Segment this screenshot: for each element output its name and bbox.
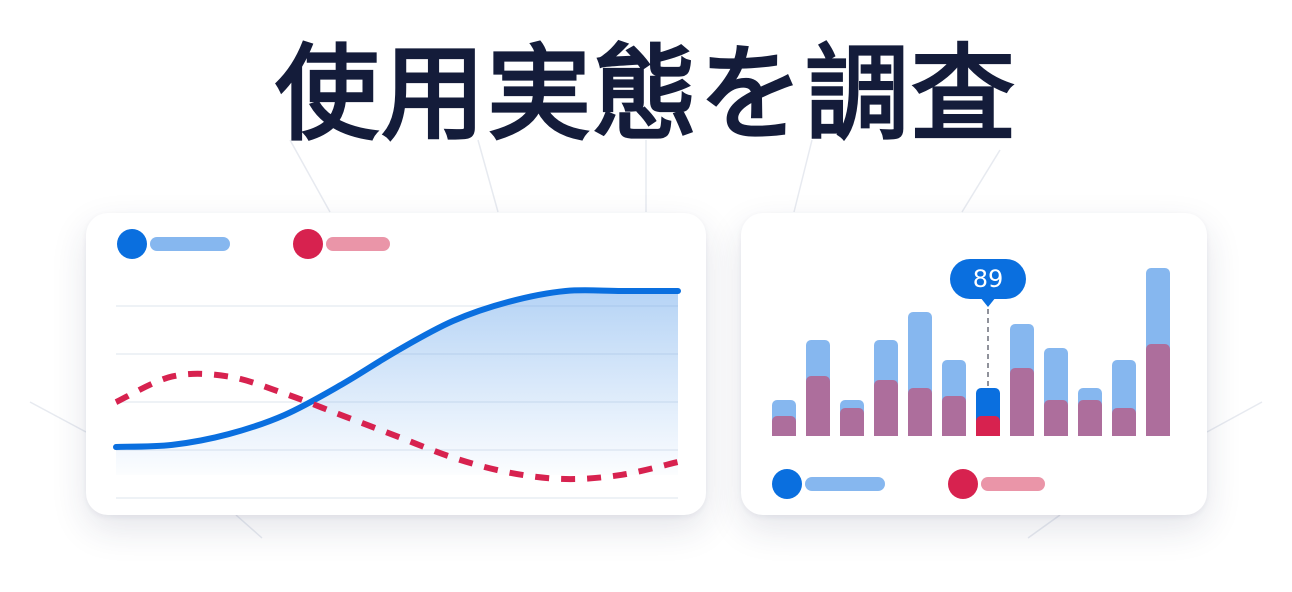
tooltip-bubble [950,259,1026,299]
bar-legend-bar-red [981,477,1045,491]
bar-front-11 [1112,408,1136,442]
bar-legend-bar-blue [805,477,885,491]
bar-legend-dot-blue [772,469,802,499]
line-legend-dot-red [293,229,323,259]
bar-front-12 [1146,344,1170,442]
bar-front-4 [874,380,898,442]
bar-front-9 [1044,400,1068,442]
bar-baseline-mask [741,436,1207,446]
bar-front-8 [1010,368,1034,442]
bar-chart: 89 [741,259,1207,499]
line-legend-dot-blue [117,229,147,259]
bar-front-7 [976,416,1000,442]
blue-series-area [116,290,678,475]
red-series-line [114,370,679,483]
bar-front-2 [806,376,830,442]
line-chart [113,229,681,499]
page-title: 使用実態を調査 [274,33,1017,155]
bar-front-6 [942,396,966,442]
bar-legend-dot-red [948,469,978,499]
line-legend-bar-blue [150,237,230,251]
tooltip-pointer [980,297,996,307]
bar-front-5 [908,388,932,442]
tooltip-value: 89 [973,265,1004,293]
blue-series-line [113,287,681,450]
bar-front-3 [840,408,864,442]
bar-front-10 [1078,400,1102,442]
bar-front-1 [772,416,796,442]
line-legend-bar-red [326,237,390,251]
line-chart-card [86,213,706,515]
bar-chart-card: 89 [741,213,1207,515]
